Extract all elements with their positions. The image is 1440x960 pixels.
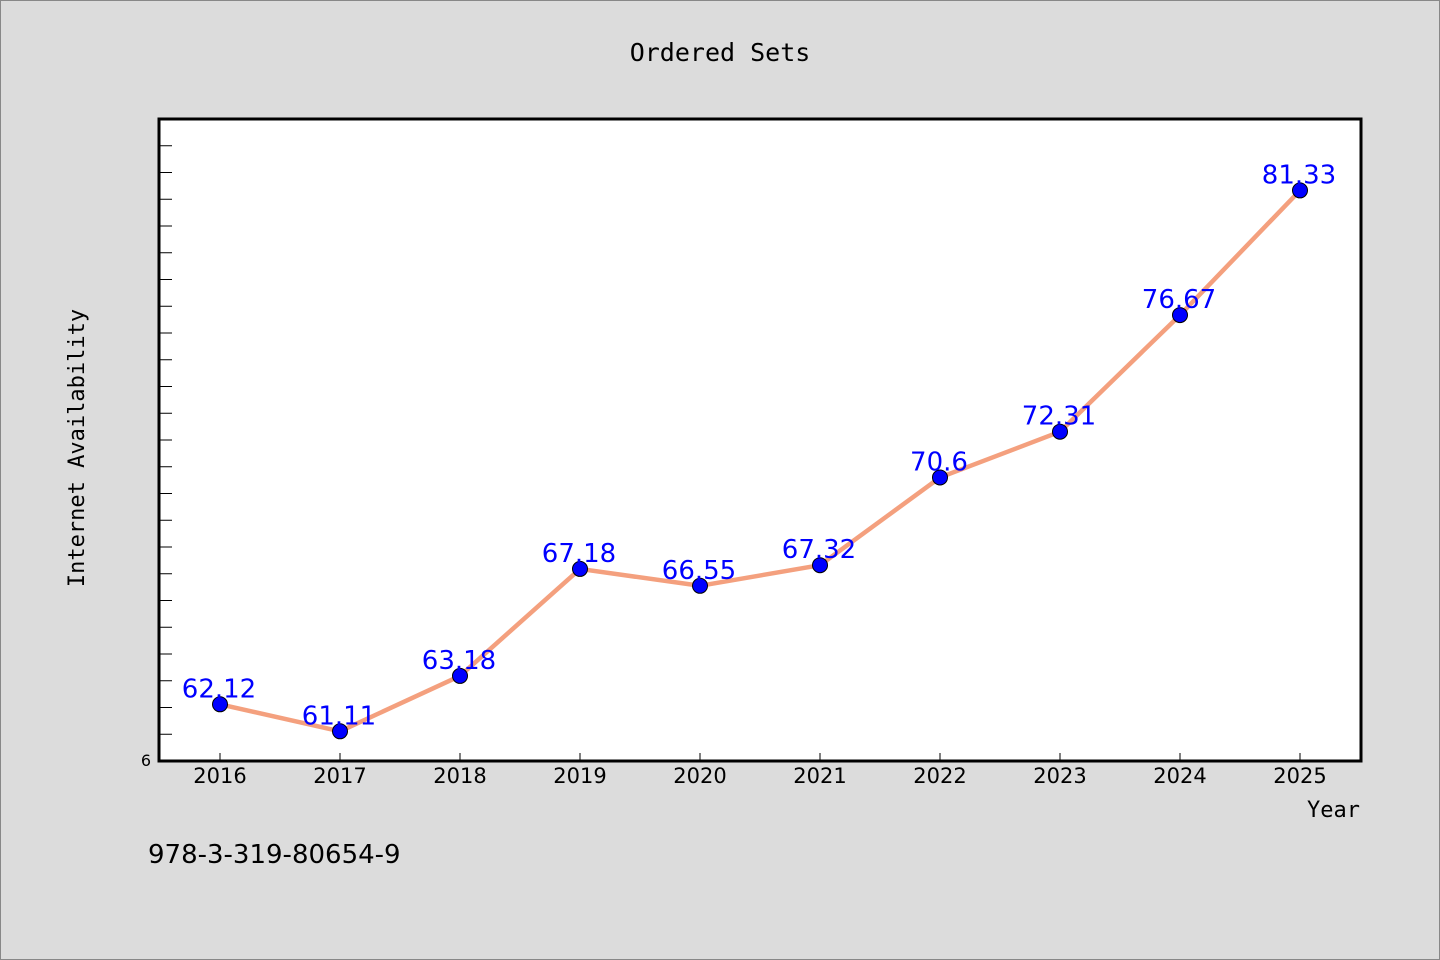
data-label-2016: 62.12 — [182, 674, 256, 704]
x-tick-label-2022: 2022 — [913, 764, 966, 788]
data-label-2022: 70.6 — [910, 447, 968, 477]
x-tick-label-2016: 2016 — [193, 764, 246, 788]
x-tick-label-2025: 2025 — [1273, 764, 1326, 788]
data-label-2018: 63.18 — [422, 646, 496, 676]
data-point-2025 — [1292, 182, 1308, 199]
isbn-footer: 978-3-319-80654-9 — [148, 840, 401, 870]
y-axis-label: Internet Availability — [65, 309, 90, 587]
data-label-2021: 67.32 — [782, 535, 856, 565]
data-point-2016 — [212, 696, 228, 713]
x-axis-ticks — [219, 753, 1301, 761]
data-point-2022 — [932, 469, 948, 486]
data-label-2025: 81.33 — [1262, 160, 1336, 190]
data-point-2018 — [452, 667, 468, 684]
x-axis-label: Year — [1307, 798, 1360, 823]
x-tick-label-2024: 2024 — [1153, 764, 1206, 788]
data-point-2024 — [1172, 307, 1188, 324]
data-point-2020 — [692, 577, 708, 594]
x-tick-label-2017: 2017 — [313, 764, 366, 788]
x-tick-label-2021: 2021 — [793, 764, 846, 788]
x-tick-label-2019: 2019 — [553, 764, 606, 788]
series-line — [217, 188, 1303, 734]
chart-title: Ordered Sets — [630, 38, 811, 67]
plot-area — [157, 117, 1363, 763]
data-point-2017 — [332, 723, 348, 740]
x-axis-tick-labels: 2016 2017 2018 2019 2020 2021 2022 2023 2024 2025 — [193, 764, 1326, 788]
y-axis-tick-label: 6 — [141, 751, 151, 770]
data-label-2023: 72.31 — [1022, 402, 1096, 432]
data-label-2017: 61.11 — [302, 701, 376, 731]
x-tick-label-2020: 2020 — [673, 764, 726, 788]
x-tick-label-2018: 2018 — [433, 764, 486, 788]
data-label-2020: 66.55 — [662, 556, 736, 586]
y-axis-ticks — [159, 145, 172, 735]
data-point-2019 — [572, 560, 588, 577]
data-label-2024: 76.67 — [1142, 285, 1216, 315]
x-tick-label-2023: 2023 — [1033, 764, 1086, 788]
data-markers — [212, 182, 1308, 740]
data-point-2023 — [1052, 423, 1068, 440]
data-labels: 62.12 61.11 63.18 67.18 66.55 67.32 70.6 72.31 7… — [182, 160, 1336, 731]
data-point-2021 — [812, 557, 828, 574]
data-label-2019: 67.18 — [542, 539, 616, 569]
